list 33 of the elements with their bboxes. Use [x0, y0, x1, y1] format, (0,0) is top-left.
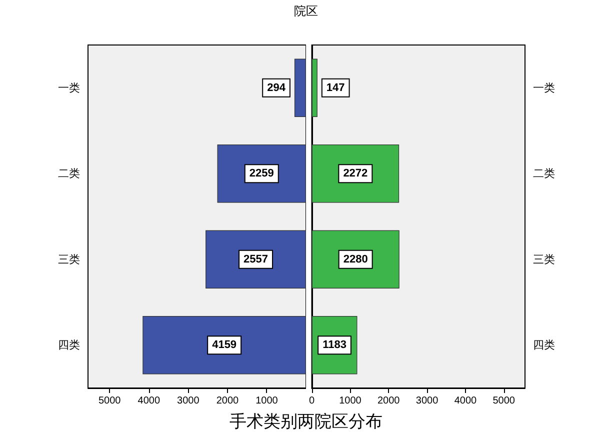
x-tick-label: 1000 — [339, 396, 362, 406]
y-tick-label: 四类 — [533, 338, 555, 352]
bar — [312, 58, 318, 118]
y-tick-label: 三类 — [58, 252, 80, 266]
data-label: 2280 — [343, 253, 368, 266]
chart-title: 院区 — [293, 3, 319, 20]
data-label: 4159 — [212, 339, 237, 352]
data-label: 1183 — [322, 339, 346, 352]
x-tick-label: 4000 — [454, 396, 478, 406]
y-tick-label: 一类 — [533, 81, 555, 94]
y-tick-label: 四类 — [58, 338, 80, 352]
x-tick-label: 3000 — [416, 396, 439, 406]
y-tick-label: 三类 — [533, 252, 555, 266]
y-tick-label: 二类 — [58, 167, 80, 180]
x-tick-label: 2000 — [216, 396, 239, 406]
x-tick-label: 3000 — [177, 396, 200, 406]
bar — [294, 58, 306, 118]
x-axis-title: 手术类别两院区分布 — [228, 411, 384, 433]
x-tick-label: 4000 — [138, 396, 160, 406]
y-tick-label: 二类 — [533, 167, 555, 180]
x-tick-label: 1000 — [256, 396, 278, 406]
x-tick-label: 5000 — [98, 396, 122, 406]
data-label: 294 — [267, 82, 286, 94]
y-tick-label: 一类 — [58, 81, 80, 94]
data-label: 2557 — [244, 253, 268, 266]
x-tick-label: 5000 — [492, 396, 516, 406]
bar — [142, 316, 306, 374]
x-tick-label: 2000 — [377, 396, 400, 406]
data-label: 147 — [326, 82, 345, 94]
x-tick-label: 0 — [309, 396, 315, 406]
data-label: 2259 — [249, 168, 274, 180]
data-label: 2272 — [343, 168, 368, 180]
bar — [206, 230, 306, 289]
